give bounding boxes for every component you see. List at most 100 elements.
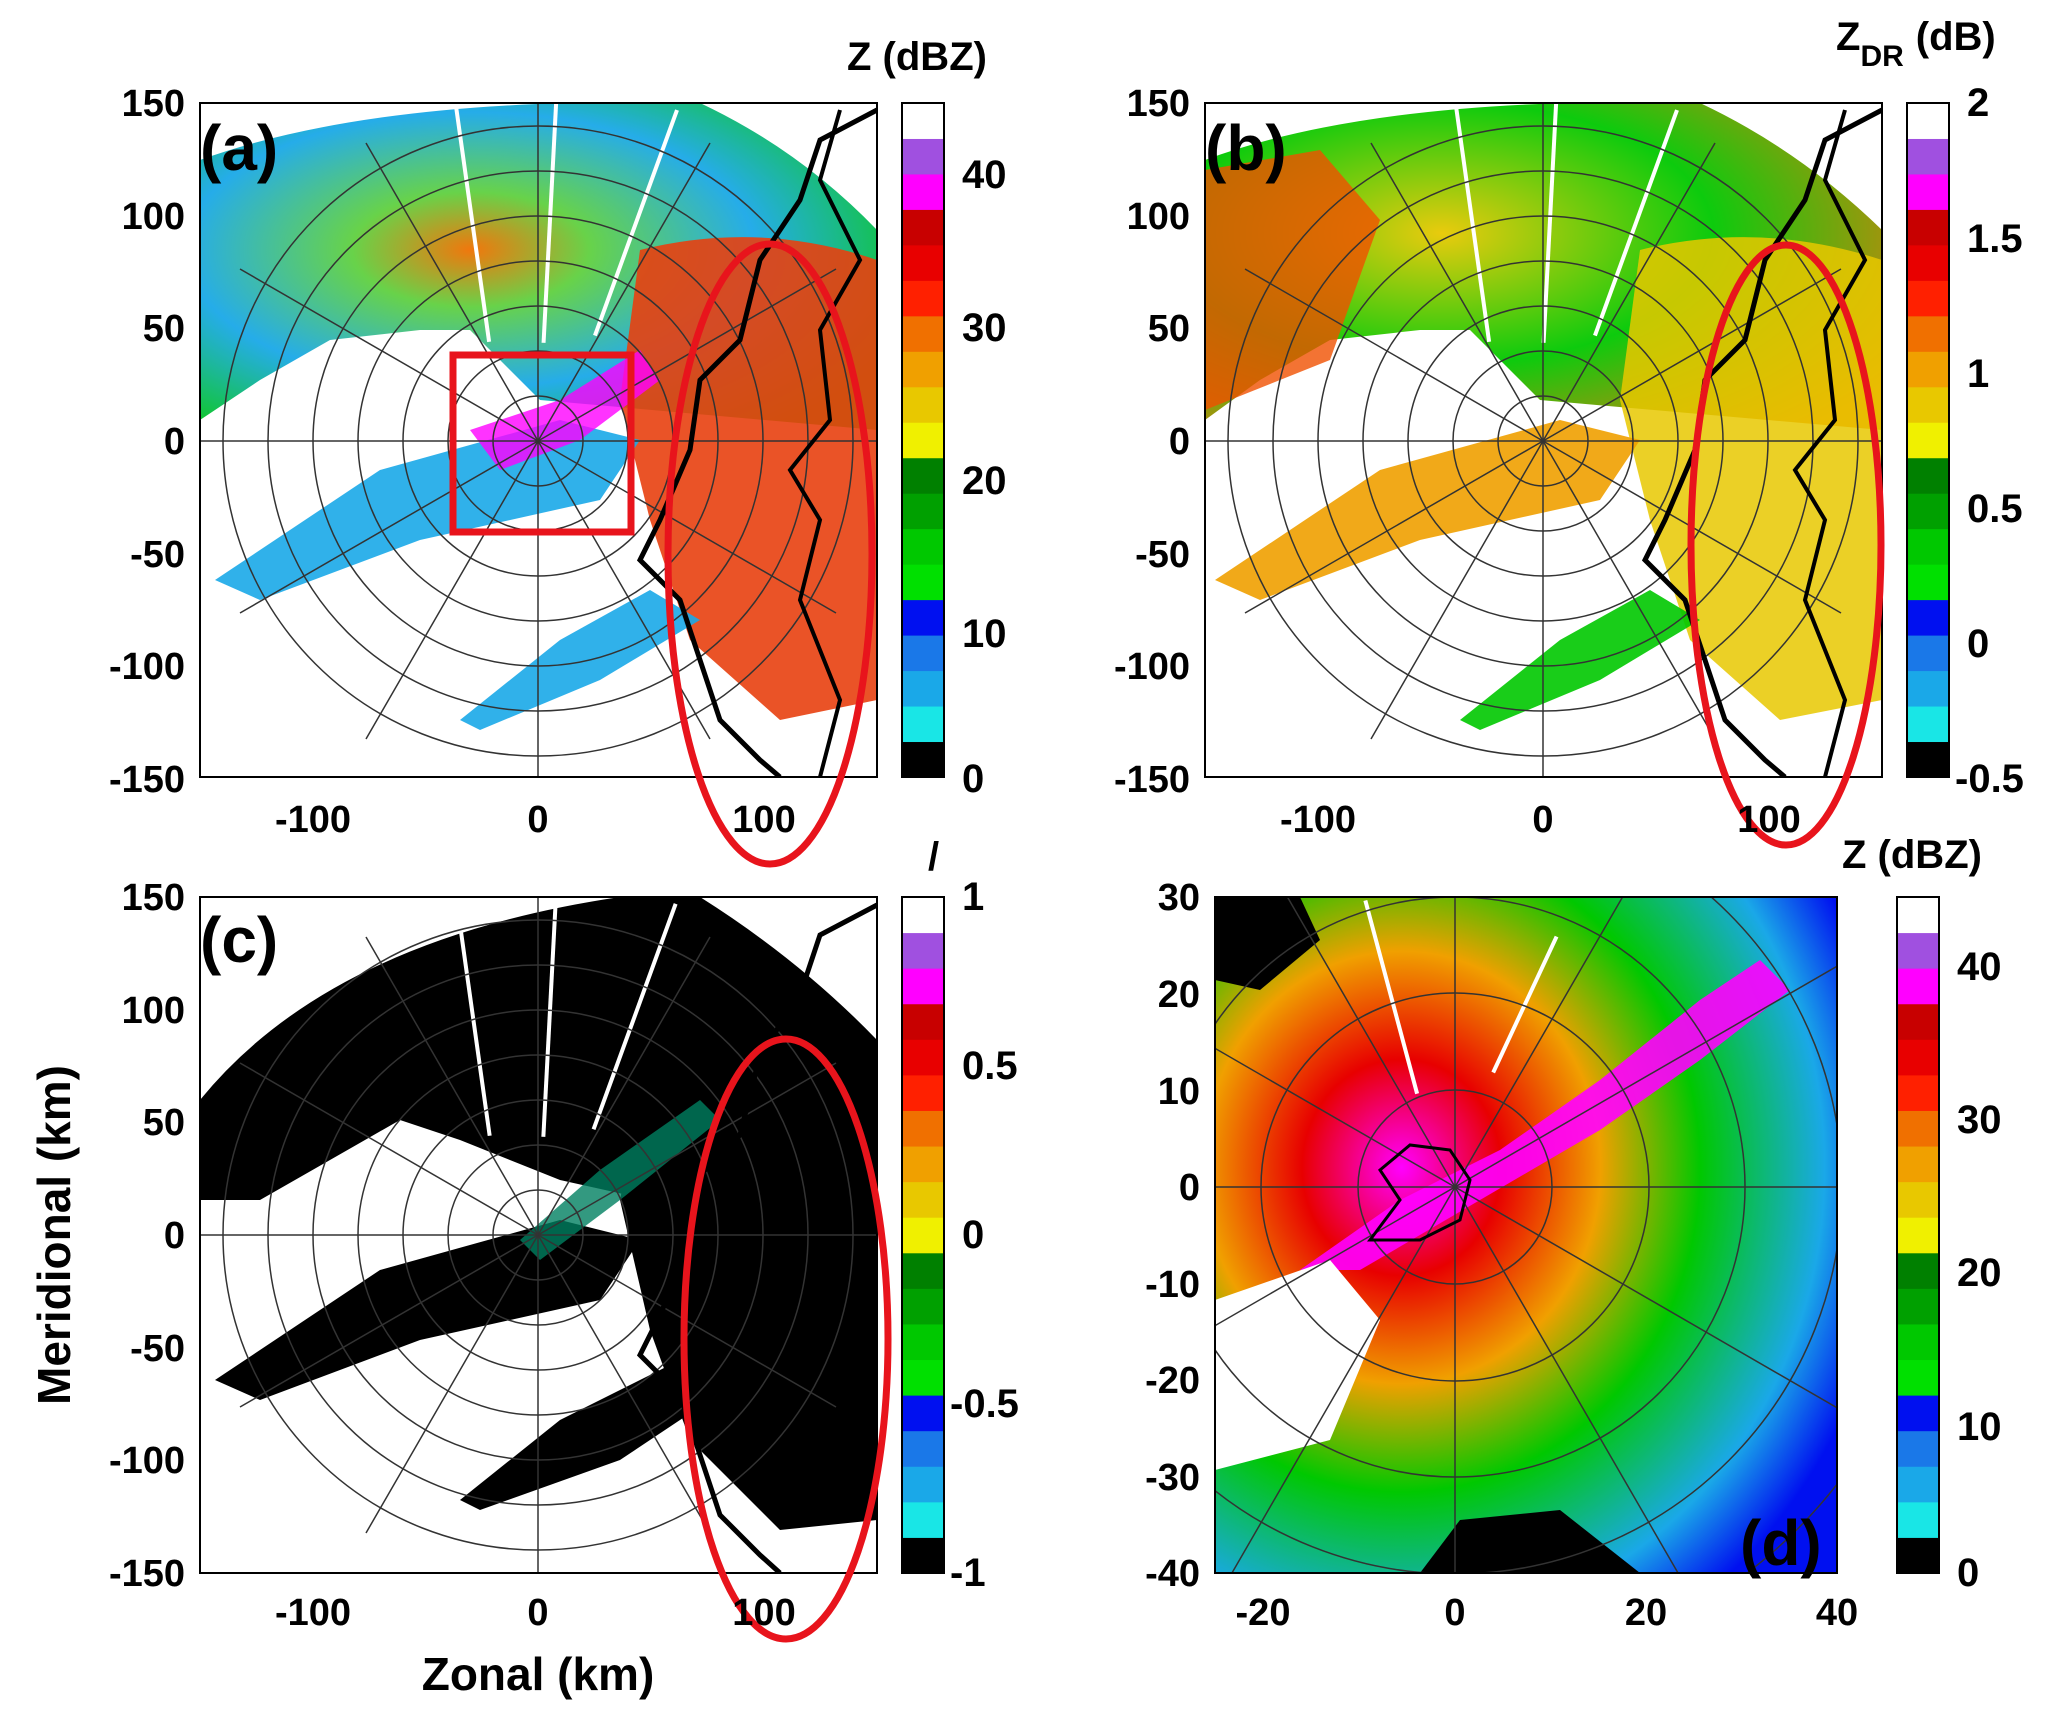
panel-a-beam-block-1 (453, 103, 492, 343)
panel-c-tag: (c) (200, 904, 278, 976)
colorbar-swatch (902, 1074, 944, 1111)
panel-b-ytick: -150 (1114, 759, 1190, 801)
panel-b-ytick: 150 (1127, 83, 1190, 125)
colorbar-swatch (902, 1146, 944, 1183)
panel-d-colorbar-swatches (1897, 897, 1939, 1574)
panel-a-colorbar-tick: 0 (962, 757, 984, 801)
panel-b-echo-west (1205, 150, 1380, 410)
colorbar-swatch (1907, 635, 1949, 672)
panel-d-coastline (1367, 1143, 1472, 1242)
panel-d-field (1215, 897, 1837, 1573)
panel-a-ytick: -100 (109, 646, 185, 688)
panel-b-colorbar-tick: 1 (1967, 352, 1989, 396)
panel-b-echo-band2 (1460, 590, 1700, 730)
panel-c-colorbar-tick: 0.5 (962, 1044, 1018, 1088)
panel-d-beam-block-1 (1363, 899, 1420, 1095)
colorbar-swatch (902, 1359, 944, 1396)
panel-d-ytick: 30 (1158, 877, 1200, 919)
panel-c-echo-band2 (460, 1360, 740, 1510)
panel-d-rings (1215, 897, 1837, 1573)
panel-b-xtick: 100 (1737, 799, 1800, 841)
panel-b-colorbar-tick: 1.5 (1967, 217, 2023, 261)
panel-c-colorbar: / 1 0.5 0 -0.5 -1 (901, 835, 1019, 1595)
panel-d-ytick: -30 (1145, 1457, 1200, 1499)
colorbar-swatch (902, 1537, 944, 1574)
panel-b-rings (1205, 103, 1882, 777)
colorbar-swatch (1907, 457, 1949, 494)
colorbar-swatch (1897, 1074, 1939, 1111)
colorbar-swatch (902, 897, 944, 934)
panel-d-ytick: 0 (1179, 1167, 1200, 1209)
panel-a-border (787, 109, 863, 777)
colorbar-swatch (902, 968, 944, 1005)
panel-a-coastline (636, 107, 877, 777)
panel-b-colorbar-tick: 0.5 (1967, 487, 2023, 531)
panel-c-beam-block-1 (454, 897, 492, 1137)
panel-a-colorbar-title: Z (dBZ) (847, 35, 987, 79)
panel-b-xtick: 0 (1532, 799, 1553, 841)
colorbar-swatch (902, 103, 944, 139)
panel-a-yticks: 150 100 50 0 -50 -100 -150 (109, 83, 185, 801)
colorbar-swatch (1897, 932, 1939, 969)
panel-d-echo-west (1215, 1260, 1380, 1470)
panel-b-xtick: -100 (1280, 799, 1356, 841)
colorbar-swatch (902, 244, 944, 281)
panel-d-ytick: 20 (1158, 974, 1200, 1016)
colorbar-swatch (902, 1430, 944, 1467)
colorbar-swatch (902, 1217, 944, 1254)
colorbar-swatch (902, 422, 944, 459)
panel-b-plot-frame (1204, 102, 1883, 778)
panel-d-ytick: 10 (1158, 1071, 1200, 1113)
panel-a-colorbar-swatches (902, 103, 944, 778)
panel-a-colorbar: Z (dBZ) 40 30 20 10 0 (847, 35, 1007, 801)
panel-b-tag: (b) (1205, 112, 1287, 184)
panel-a-ytick: 100 (122, 196, 185, 238)
colorbar-swatch (1907, 564, 1949, 601)
panel-a-highlight-box (449, 351, 635, 536)
colorbar-swatch (902, 173, 944, 210)
panel-b-xticks: -100 0 100 (1280, 799, 1801, 841)
panel-c-echo-band1 (215, 1220, 640, 1400)
panel-a: (a) (199, 102, 878, 868)
colorbar-swatch (902, 706, 944, 743)
panel-d-ytick: -40 (1145, 1553, 1200, 1595)
colorbar-swatch (902, 1039, 944, 1076)
colorbar-swatch (902, 741, 944, 778)
panel-b-colorbar-title-sub: DR (1860, 40, 1904, 73)
panel-a-tag: (a) (200, 112, 278, 184)
colorbar-swatch (1897, 1181, 1939, 1218)
panel-a-xtick: 0 (527, 799, 548, 841)
panel-c-ytick: -150 (109, 1553, 185, 1595)
x-axis-label: Zonal (km) (422, 1648, 655, 1700)
colorbar-swatch (1907, 528, 1949, 565)
panel-d-ytick: -10 (1145, 1264, 1200, 1306)
panel-b-ytick: 0 (1169, 421, 1190, 463)
colorbar-swatch (1907, 741, 1949, 778)
colorbar-swatch (1907, 280, 1949, 317)
panel-a-plot-frame (199, 102, 878, 778)
panel-a-ytick: -150 (109, 759, 185, 801)
colorbar-swatch (1897, 968, 1939, 1005)
colorbar-swatch (1897, 1288, 1939, 1325)
panel-c-highlight-ellipse (680, 1035, 892, 1643)
colorbar-swatch (1897, 1537, 1939, 1574)
colorbar-swatch (1897, 1003, 1939, 1040)
colorbar-swatch (902, 1252, 944, 1289)
panel-d-colorbar-tick: 10 (1957, 1405, 2002, 1449)
panel-b-colorbar-tick: 0 (1967, 622, 1989, 666)
panel-b-yticks: 150 100 50 0 -50 -100 -150 (1114, 83, 1190, 801)
colorbar-swatch (1897, 1252, 1939, 1289)
panel-c-plot-frame (199, 896, 878, 1574)
colorbar-swatch (1907, 422, 1949, 459)
panel-a-ytick: 150 (122, 83, 185, 125)
panel-a-colorbar-tick: 20 (962, 459, 1007, 503)
colorbar-swatch (902, 670, 944, 707)
panel-b-colorbar-tick: -0.5 (1955, 757, 2024, 801)
panel-a-ytick: -50 (130, 534, 185, 576)
panel-c-echo-east (620, 1038, 877, 1530)
panel-b-beam-block-1 (1453, 103, 1492, 343)
panel-b-border (1792, 109, 1868, 777)
panel-d-colorbar: Z (dBZ) 40 30 20 10 0 (1842, 833, 2002, 1595)
panel-d-xtick: 0 (1444, 1592, 1465, 1634)
